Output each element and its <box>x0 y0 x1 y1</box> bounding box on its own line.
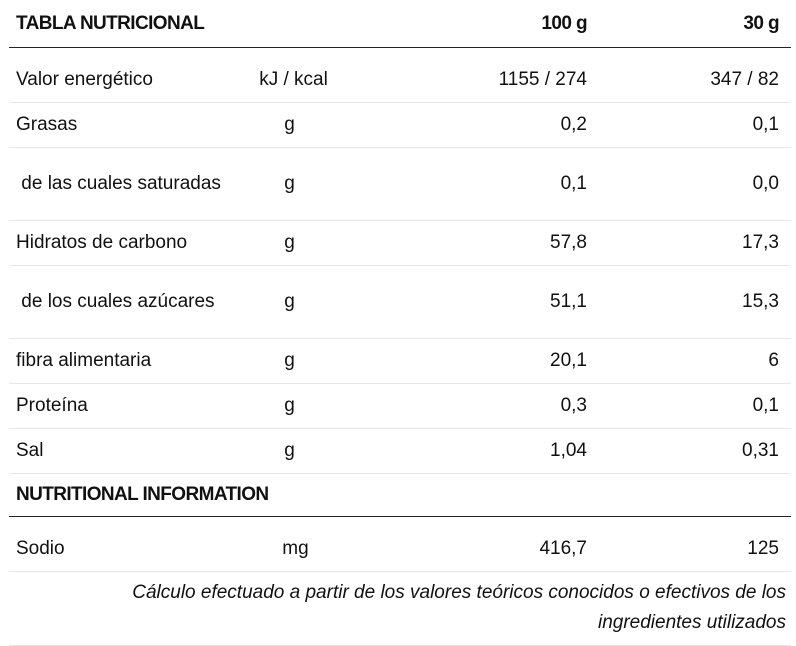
value-per-30g: 15,3 <box>742 291 779 312</box>
value-per-30g: 6 <box>768 350 779 371</box>
table-row: de las cuales saturadas g 0,1 0,0 <box>9 148 791 221</box>
value-per-100g: 1,04 <box>550 440 587 461</box>
value-per-30g: 0,31 <box>742 440 779 461</box>
calculation-note: Cálculo efectuado a partir de los valore… <box>9 572 791 646</box>
nutrient-unit: g <box>284 114 295 135</box>
table-row: de los cuales azúcares g 51,1 15,3 <box>9 266 791 339</box>
nutrient-label: Sodio <box>16 538 65 559</box>
nutrient-unit: mg <box>282 538 309 559</box>
table-row: fibra alimentaria g 20,1 6 <box>9 339 791 384</box>
per-100g-column-header: 100 g <box>541 12 587 34</box>
table-row: Grasas g 0,2 0,1 <box>9 103 791 148</box>
table-header: TABLA NUTRICIONAL 100 g 30 g <box>9 0 791 48</box>
table-row: Sodio mg 416,7 125 <box>9 527 791 572</box>
nutrient-unit: g <box>284 173 295 194</box>
value-per-100g: 51,1 <box>550 291 587 312</box>
nutrient-label: de los cuales azúcares <box>16 291 215 312</box>
nutrient-label: Grasas <box>16 114 78 135</box>
section-title: NUTRITIONAL INFORMATION <box>16 484 269 505</box>
table-row: Sal g 1,04 0,31 <box>9 429 791 474</box>
value-per-100g: 0,1 <box>560 173 587 194</box>
value-per-100g: 0,2 <box>560 114 587 135</box>
nutrient-label: de las cuales saturadas <box>16 173 221 194</box>
value-per-30g: 0,1 <box>752 395 779 416</box>
value-per-100g: 20,1 <box>550 350 587 371</box>
nutrient-unit: g <box>284 291 295 312</box>
value-per-30g: 0,0 <box>752 173 779 194</box>
per-30g-column-header: 30 g <box>743 12 779 34</box>
nutrient-label: fibra alimentaria <box>16 350 152 371</box>
table-row: Valor energético kJ / kcal 1155 / 274 34… <box>9 58 791 103</box>
value-per-100g: 416,7 <box>539 538 587 559</box>
value-per-100g: 57,8 <box>550 232 587 253</box>
section-spacer <box>9 517 791 527</box>
table-title: TABLA NUTRICIONAL <box>16 12 205 34</box>
nutrient-label: Hidratos de carbono <box>16 232 188 253</box>
nutrient-unit: g <box>284 395 295 416</box>
table-row: Hidratos de carbono g 57,8 17,3 <box>9 221 791 266</box>
value-per-30g: 17,3 <box>742 232 779 253</box>
nutrient-unit: g <box>284 232 295 253</box>
nutrient-unit: kJ / kcal <box>259 69 328 90</box>
nutrition-table: TABLA NUTRICIONAL 100 g 30 g Valor energ… <box>9 0 791 646</box>
header-spacer <box>9 48 791 58</box>
section-header: NUTRITIONAL INFORMATION <box>9 474 791 517</box>
nutrient-label: Proteína <box>16 395 88 416</box>
nutrient-unit: g <box>284 350 295 371</box>
nutrient-unit: g <box>284 440 295 461</box>
value-per-30g: 347 / 82 <box>710 69 779 90</box>
value-per-30g: 0,1 <box>752 114 779 135</box>
nutrient-label: Valor energético <box>16 69 153 90</box>
value-per-100g: 0,3 <box>560 395 587 416</box>
table-row: Proteína g 0,3 0,1 <box>9 384 791 429</box>
value-per-30g: 125 <box>747 538 779 559</box>
nutrient-label: Sal <box>16 440 44 461</box>
value-per-100g: 1155 / 274 <box>498 69 587 90</box>
